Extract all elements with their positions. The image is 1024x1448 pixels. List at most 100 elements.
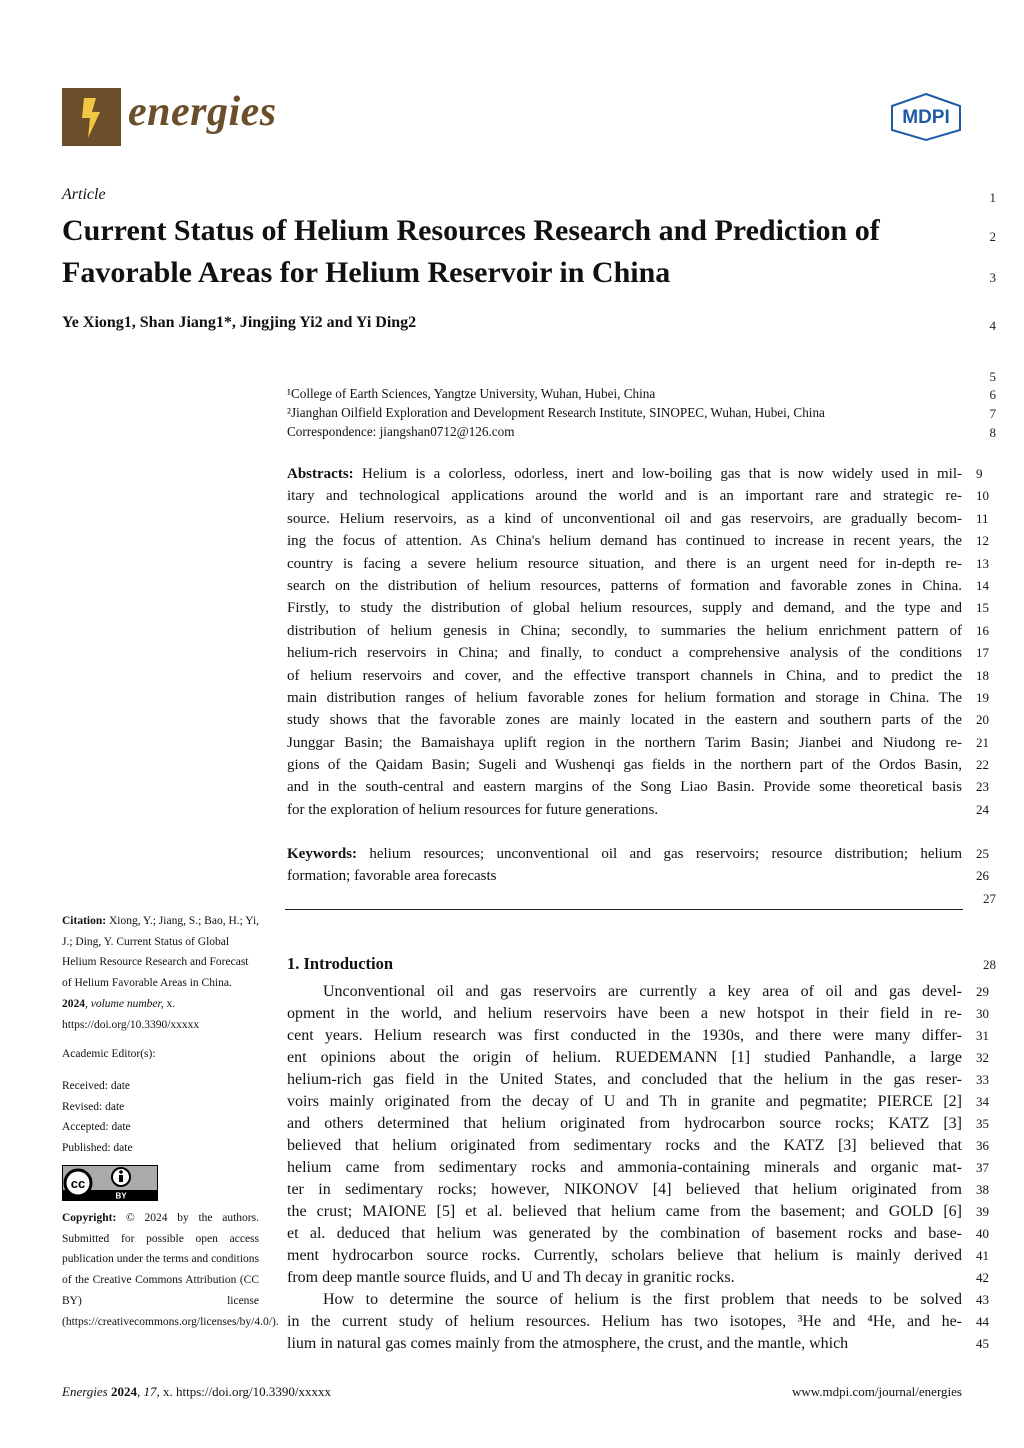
line-content: distribution of helium genesis in China;… xyxy=(287,622,962,639)
line-text: opment in the world, and helium reservoi… xyxy=(287,1003,962,1025)
footer-journal: Energies xyxy=(62,1384,108,1399)
line-number: 13 xyxy=(976,555,989,571)
text-line: believed that helium originated from sed… xyxy=(287,1135,989,1157)
line-number: 40 xyxy=(976,1226,989,1241)
line-content: and others determined that helium origin… xyxy=(287,1115,962,1132)
line-content: believed that helium originated from sed… xyxy=(287,1137,962,1154)
copyright: Copyright: © 2024 by the authors. Submit… xyxy=(62,1208,279,1332)
line-content: in the current study of helium resources… xyxy=(287,1313,962,1330)
line-number: 39 xyxy=(976,1204,989,1219)
line-content: helium-rich reservoirs in China; and fin… xyxy=(287,645,962,662)
abstract: Abstracts: Helium is a colorless, odorle… xyxy=(287,463,989,821)
text-line: Abstracts: Helium is a colorless, odorle… xyxy=(287,463,983,485)
citation-label: Citation: xyxy=(62,915,107,927)
line-text: believed that helium originated from sed… xyxy=(287,1135,962,1157)
line-number: 12 xyxy=(976,533,989,549)
line-content: itary and technological applications aro… xyxy=(287,488,962,505)
text-line: distribution of helium genesis in China;… xyxy=(287,620,989,642)
line-number: 27 xyxy=(983,891,996,906)
line-content: How to determine the source of helium is… xyxy=(323,1291,962,1308)
line-content: helium came from sedimentary rocks and a… xyxy=(287,1159,962,1176)
text-line: How to determine the source of helium is… xyxy=(287,1289,989,1311)
text-line: ment hydrocarbon source rocks. Currently… xyxy=(287,1245,989,1267)
line-text: country is facing a severe helium resour… xyxy=(287,553,962,575)
received-date: Received: date xyxy=(62,1080,131,1092)
line-text: gions of the Qaidam Basin; Sugeli and Wu… xyxy=(287,754,962,776)
title-line: Current Status of Helium Resources Resea… xyxy=(62,214,880,247)
academic-editor: Academic Editor(s): xyxy=(62,1048,156,1060)
line-number: 34 xyxy=(976,1094,989,1109)
line-text: study shows that the favorable zones are… xyxy=(287,709,962,731)
text-line: Firstly, to study the distribution of gl… xyxy=(287,597,989,619)
line-number: 7 xyxy=(989,406,997,421)
line-number: 38 xyxy=(976,1182,989,1197)
journal-logo-text: energies xyxy=(128,89,277,135)
line-number: 11 xyxy=(976,510,989,526)
line-number: 30 xyxy=(976,1006,989,1021)
line-content: from deep mantle source fluids, and U an… xyxy=(287,1269,735,1286)
line-content: ing the focus of attention. As China's h… xyxy=(287,533,962,550)
copyright-label: Copyright: xyxy=(62,1212,117,1224)
citation: Citation: Xiong, Y.; Jiang, S.; Bao, H.;… xyxy=(62,911,259,1035)
line-number: 25 xyxy=(976,846,989,861)
line-number: 41 xyxy=(976,1248,989,1263)
svg-text:cc: cc xyxy=(71,1176,85,1191)
line-text: Firstly, to study the distribution of gl… xyxy=(287,597,962,619)
line-text: et al. deduced that helium was generated… xyxy=(287,1223,962,1245)
text-line: country is facing a severe helium resour… xyxy=(287,553,989,575)
affiliation-1: ¹College of Earth Sciences, Yangtze Univ… xyxy=(287,386,656,401)
line-text: lium in natural gas comes mainly from th… xyxy=(287,1333,962,1355)
line-number: 23 xyxy=(976,779,989,795)
citation-doi[interactable]: x. https://doi.org/10.3390/xxxxx xyxy=(62,997,200,1031)
keywords: Keywords: helium resources; unconvention… xyxy=(287,843,989,888)
line-number: 20 xyxy=(976,712,989,728)
divider xyxy=(285,909,963,910)
footer-doi: x. https://doi.org/10.3390/xxxxx xyxy=(159,1384,332,1399)
line-text: and in the south-central and eastern mar… xyxy=(287,776,962,798)
text-line: ent opinions about the origin of helium.… xyxy=(287,1047,989,1069)
line-text: distribution of helium genesis in China;… xyxy=(287,620,962,642)
footer-year: 2024 xyxy=(110,1384,137,1399)
line-content: voirs mainly originated from the decay o… xyxy=(287,1093,962,1110)
line-number: 22 xyxy=(976,757,989,773)
text-line: opment in the world, and helium reservoi… xyxy=(287,1003,989,1025)
footer-volume: , 17, xyxy=(136,1384,160,1399)
line-number: 19 xyxy=(976,689,989,705)
text-line: ing the focus of attention. As China's h… xyxy=(287,530,989,552)
cc-by-license-icon[interactable]: cc BY xyxy=(62,1165,158,1201)
text-line: cent years. Helium research was first co… xyxy=(287,1025,989,1047)
text-line: and others determined that helium origin… xyxy=(287,1113,989,1135)
section-heading: 1. Introduction xyxy=(287,954,394,973)
svg-text:MDPI: MDPI xyxy=(902,107,950,128)
line-text: How to determine the source of helium is… xyxy=(287,1289,962,1311)
line-content: study shows that the favorable zones are… xyxy=(287,712,962,729)
line-text: the crust; MAIONE [5] et al. believed th… xyxy=(287,1201,962,1223)
line-number: 28 xyxy=(983,957,996,972)
line-number: 10 xyxy=(976,488,989,504)
line-content: for the exploration of helium resources … xyxy=(287,801,659,818)
text-line: main distribution ranges of helium favor… xyxy=(287,687,989,709)
line-number: 14 xyxy=(976,577,989,593)
line-content: ment hydrocarbon source rocks. Currently… xyxy=(287,1247,962,1264)
svg-text:BY: BY xyxy=(115,1192,127,1201)
citation-year: 2024 xyxy=(62,997,85,1010)
line-content: ent opinions about the origin of helium.… xyxy=(287,1049,962,1066)
keywords-label: Keywords: xyxy=(287,846,357,862)
line-number: 44 xyxy=(976,1314,989,1329)
line-content: Unconventional oil and gas reservoirs ar… xyxy=(323,983,962,1000)
text-line: of helium reservoirs and cover, and the … xyxy=(287,665,989,687)
line-text: helium came from sedimentary rocks and a… xyxy=(287,1157,962,1179)
line-content: the crust; MAIONE [5] et al. believed th… xyxy=(287,1203,962,1220)
line-text: formation; favorable area forecasts xyxy=(287,865,962,887)
introduction-body: Unconventional oil and gas reservoirs ar… xyxy=(287,981,989,1355)
text-line: helium-rich reservoirs in China; and fin… xyxy=(287,642,989,664)
line-number: 36 xyxy=(976,1138,989,1153)
line-number: 6 xyxy=(989,387,997,402)
footer-url[interactable]: www.mdpi.com/journal/energies xyxy=(791,1384,962,1399)
revised-date: Revised: date xyxy=(62,1100,125,1113)
line-content: of helium reservoirs and cover, and the … xyxy=(287,667,962,684)
line-number: 45 xyxy=(976,1336,989,1351)
mdpi-logo-icon: MDPI xyxy=(888,92,964,142)
line-number: 24 xyxy=(976,801,989,817)
energies-logo-icon xyxy=(62,88,121,146)
